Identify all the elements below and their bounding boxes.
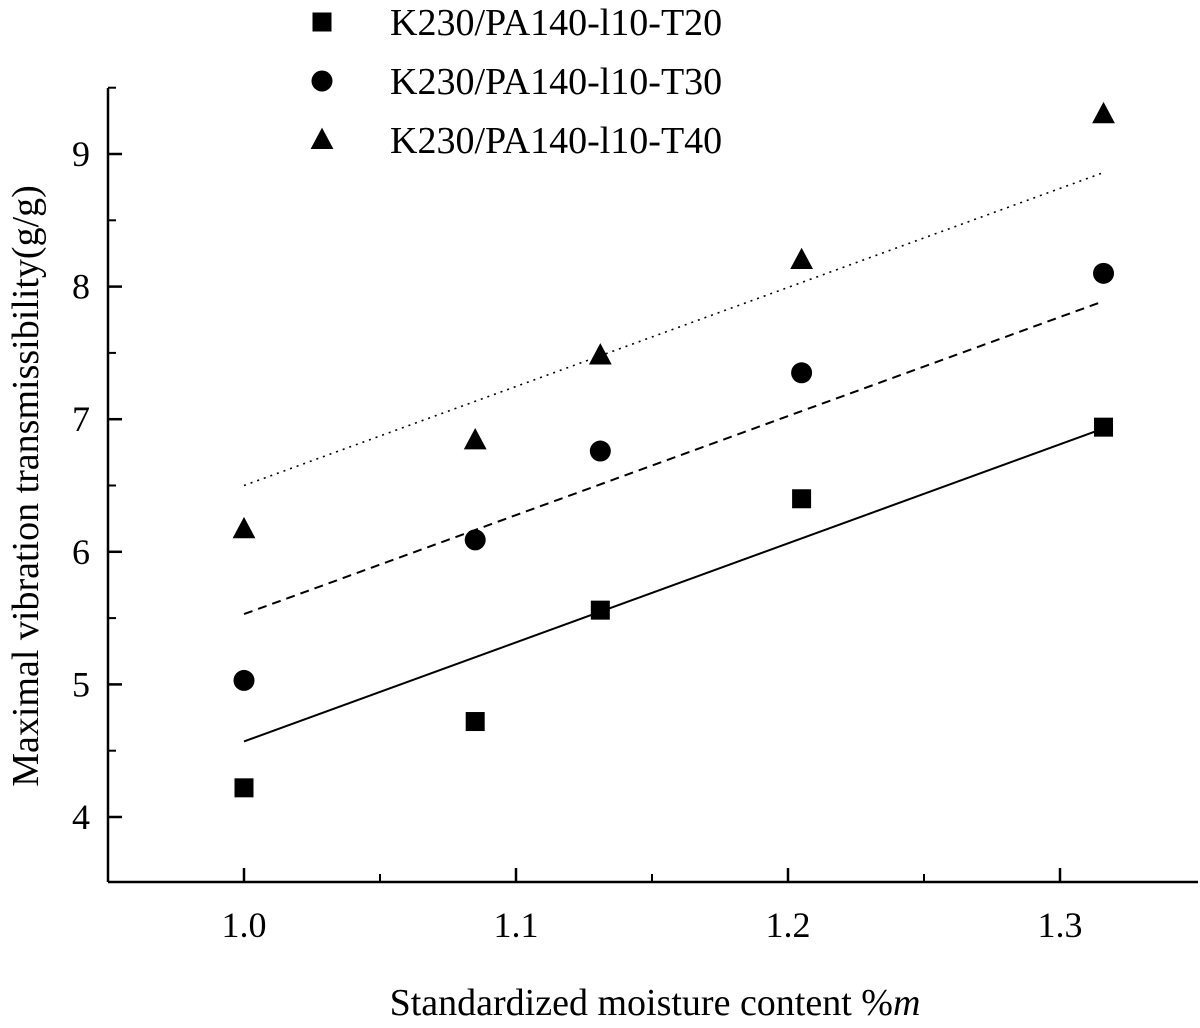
legend-label: K230/PA140-l10-T40 — [390, 120, 722, 162]
fit-line-square — [243, 427, 1104, 743]
y-tick-label: 6 — [72, 532, 90, 572]
y-axis-label: Maximal vibration transmissibility(g/g) — [5, 185, 47, 787]
legend-label: K230/PA140-l10-T30 — [390, 61, 722, 103]
x-axis-label: Standardized moisture content %m — [390, 982, 921, 1024]
y-tick-label: 5 — [72, 664, 90, 704]
legend-label: K230/PA140-l10-T20 — [390, 2, 722, 44]
data-point-circle — [589, 440, 611, 462]
data-point-circle — [1093, 262, 1115, 284]
fit-line-triangle — [243, 171, 1104, 487]
fit-lines — [243, 171, 1104, 743]
legend-marker-triangle — [310, 127, 334, 149]
data-point-circle — [233, 669, 255, 691]
data-point-square — [234, 778, 254, 798]
x-tick-label: 1.0 — [222, 905, 267, 945]
legend: K230/PA140-l10-T20 K230/PA140-l10-T30 K230… — [310, 2, 722, 162]
axis-labels: Standardized moisture content %m Maximal… — [5, 185, 920, 1024]
data-point-triangle — [588, 343, 612, 365]
data-point-triangle — [790, 247, 813, 270]
data-point-square — [1094, 417, 1114, 437]
data-point-circle — [464, 529, 486, 551]
data-point-square — [465, 712, 485, 732]
data-point-triangle — [463, 428, 487, 450]
y-tick-label: 9 — [72, 134, 90, 174]
x-axis-label-text: Standardized moisture content % — [390, 982, 893, 1024]
x-axis-label-suffix: m — [893, 982, 920, 1024]
x-tick-label: 1.2 — [766, 905, 811, 945]
axes: 1.0 1.1 1.2 1.3 4 5 6 7 8 9 — [72, 86, 1198, 945]
y-tick-label: 4 — [72, 797, 90, 837]
x-tick-label: 1.1 — [494, 905, 539, 945]
data-point-square — [590, 600, 610, 620]
fit-line-circle — [243, 300, 1104, 616]
legend-marker-square — [312, 12, 332, 32]
y-tick-label: 8 — [72, 267, 90, 307]
data-point-circle — [791, 362, 813, 384]
x-tick-label: 1.3 — [1038, 905, 1083, 945]
legend-marker-circle — [311, 70, 333, 92]
y-tick-label: 7 — [72, 399, 90, 439]
data-points — [232, 101, 1115, 798]
data-point-triangle — [1092, 101, 1115, 124]
data-point-square — [792, 489, 812, 509]
data-point-triangle — [232, 516, 256, 539]
